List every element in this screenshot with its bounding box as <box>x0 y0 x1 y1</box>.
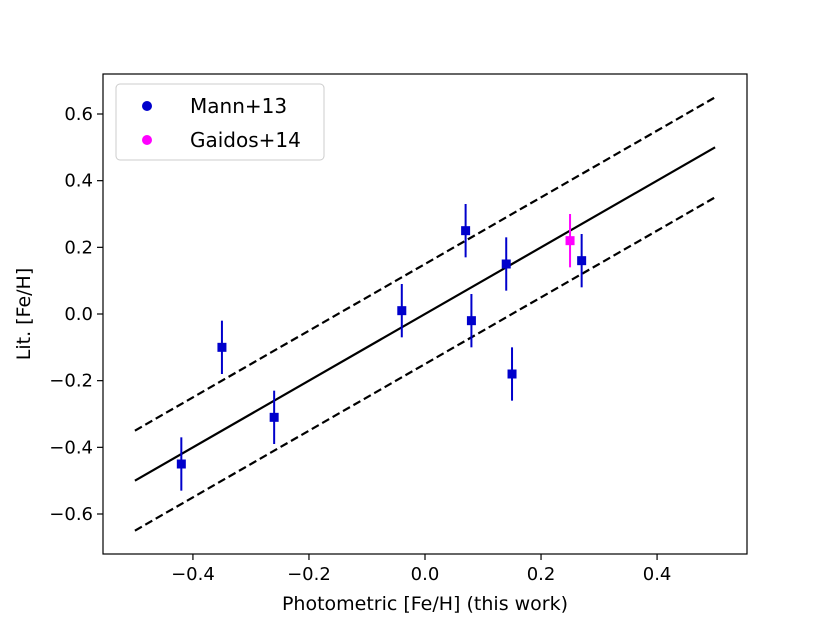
legend-label-1: Gaidos+14 <box>190 128 301 152</box>
y-axis-ticks: −0.6 −0.4 −0.2 0.0 0.2 0.4 0.6 <box>49 104 103 525</box>
legend-box <box>115 83 325 161</box>
y-tick-label: −0.2 <box>49 371 93 392</box>
data-point-0-5 <box>466 316 476 326</box>
legend: Mann+13 Gaidos+14 <box>115 83 325 161</box>
legend-marker-1 <box>142 135 152 145</box>
data-point-0-3 <box>397 306 407 316</box>
data-point-0-7 <box>507 369 517 379</box>
data-point-0-0 <box>176 459 186 469</box>
y-tick-label: 0.6 <box>64 104 93 125</box>
data-point-0-6 <box>501 259 511 269</box>
y-tick-label: −0.6 <box>49 504 93 525</box>
x-tick-label: 0.4 <box>643 564 672 585</box>
legend-marker-0 <box>142 101 152 111</box>
one-to-one-line <box>134 146 716 482</box>
data-point-0-2 <box>269 412 279 422</box>
reference-lines <box>134 96 716 532</box>
y-tick-label: −0.4 <box>49 437 93 458</box>
data-point-0-1 <box>217 342 227 352</box>
upper-offset-line <box>134 96 716 432</box>
x-tick-label: 0.2 <box>527 564 556 585</box>
y-tick-label: 0.2 <box>64 237 93 258</box>
x-axis-label: Photometric [Fe/H] (this work) <box>282 593 568 615</box>
lower-offset-line <box>134 196 716 532</box>
legend-label-0: Mann+13 <box>190 94 287 118</box>
data-point-0-4 <box>461 226 471 236</box>
x-axis-ticks: −0.4 −0.2 0.0 0.2 0.4 <box>171 554 671 585</box>
y-tick-label: 0.4 <box>64 171 93 192</box>
data-point-1-0 <box>565 236 575 246</box>
error-bars <box>180 204 583 491</box>
x-tick-label: −0.2 <box>287 564 331 585</box>
data-points <box>176 226 587 469</box>
data-point-0-8 <box>577 256 587 266</box>
x-tick-label: 0.0 <box>411 564 440 585</box>
y-tick-label: 0.0 <box>64 304 93 325</box>
y-axis-label: Lit. [Fe/H] <box>13 268 35 361</box>
x-tick-label: −0.4 <box>171 564 215 585</box>
